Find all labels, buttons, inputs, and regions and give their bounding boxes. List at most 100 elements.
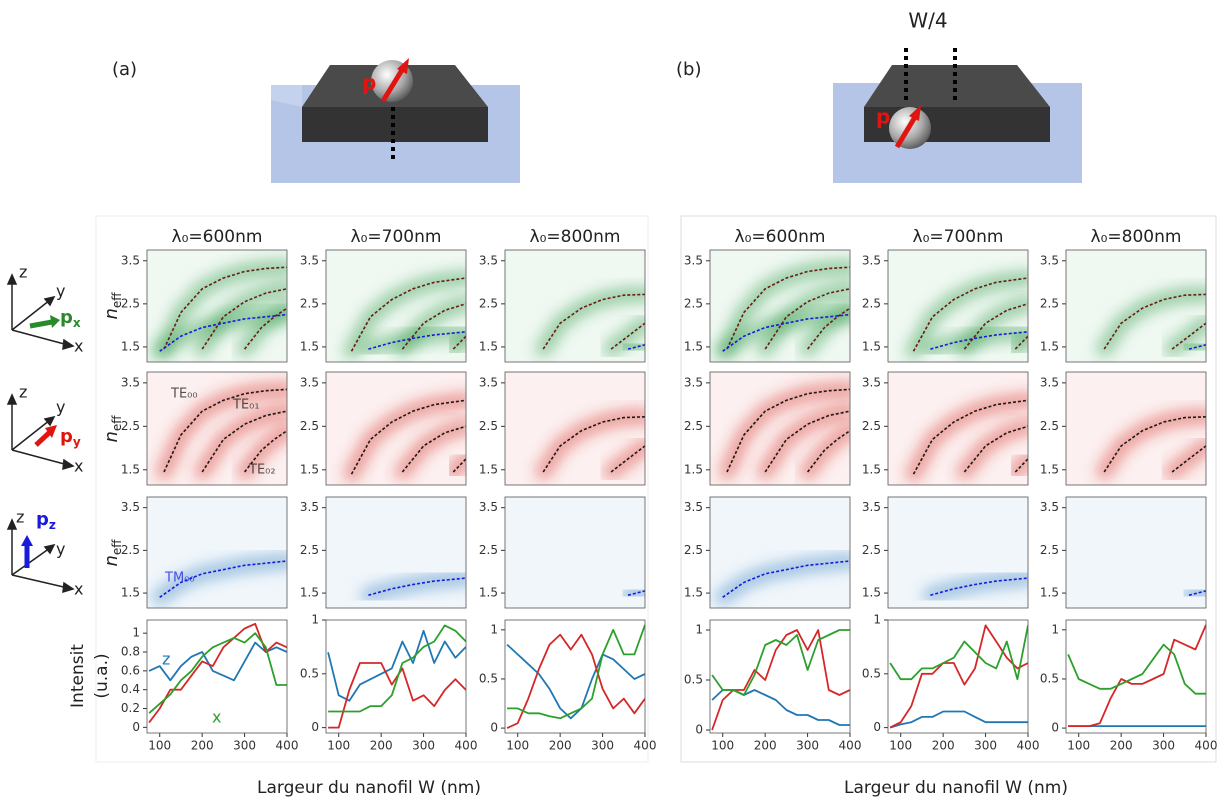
y-tick-label: 2.5 [479, 543, 498, 557]
mode-label: TE₀₂ [248, 463, 276, 478]
series-line [889, 624, 1028, 729]
mode-curve [610, 322, 645, 350]
heatmap-area [360, 570, 466, 604]
dipole-label: p [362, 71, 376, 95]
y-tick-label: 3.5 [862, 500, 881, 514]
x-tick-label: 100 [711, 739, 734, 753]
y-tick-label: 1.5 [1040, 339, 1059, 353]
heatmap-area [343, 392, 466, 483]
panel: 1.5 2.5 3.5 [1040, 371, 1207, 486]
y-tick-label: 0 [132, 720, 140, 734]
plot-frame [887, 496, 1029, 609]
axis-letter: x [74, 580, 83, 599]
y-tick-label: 2.5 [684, 543, 703, 557]
plot-frame [1065, 371, 1207, 486]
mode-label: TE₀₁ [232, 398, 260, 413]
axis-letter: z [19, 263, 27, 282]
plot-frame [887, 371, 1029, 486]
heatmap-area [1096, 286, 1206, 358]
series-line [148, 632, 287, 714]
x-tick-label: 300 [412, 739, 435, 753]
series-line [507, 624, 645, 720]
y-tick-label: 2.5 [684, 419, 703, 433]
y-tick-label: 2.5 [1040, 296, 1059, 310]
plot-area [506, 624, 645, 729]
column-title: λ₀=800nm [1091, 227, 1182, 247]
y-tick-label: 3.5 [121, 253, 140, 267]
x-tick-label: 100 [889, 739, 912, 753]
axis-letter: x [74, 457, 83, 476]
axis-letter: y [56, 398, 65, 417]
panel: λ₀=700nm 1.5 2.5 3.5 [862, 227, 1029, 363]
series-line [506, 643, 645, 720]
y-tick-label: 0 [1051, 721, 1059, 735]
plot-frame [146, 496, 288, 609]
plot-background [147, 620, 287, 733]
y-tick-label: 1 [873, 613, 881, 627]
mode-curve [912, 277, 1028, 352]
plot-frame [325, 496, 467, 609]
panel: λ₀=600nm 1.5 2.5 3.5 [684, 227, 851, 363]
plot-frame [504, 371, 646, 486]
plot-frame [1065, 249, 1207, 363]
icon-py [6, 393, 75, 471]
y-tick-label: 2.5 [121, 543, 140, 557]
y-tick-label: 1.5 [1040, 462, 1059, 476]
x-tick-label: 200 [191, 739, 214, 753]
y-tick-label: 3.5 [300, 375, 319, 389]
x-tick-label: 400 [276, 739, 299, 753]
mode-curve [627, 590, 645, 596]
y-tick-label: 0.5 [479, 671, 498, 685]
series-line [148, 641, 287, 682]
y-tick-label: 3.5 [684, 500, 703, 514]
y-tick-label: 3.5 [684, 253, 703, 267]
x-tick-label: 200 [549, 739, 572, 753]
y-tick-label: 1.5 [862, 462, 881, 476]
mode-curve [1014, 458, 1028, 473]
y-tick-label: 3.5 [121, 500, 140, 514]
y-tick-label: 1 [132, 626, 140, 640]
y-tick-label: 0.8 [121, 645, 140, 659]
series-label: z [162, 650, 170, 669]
axis-letter: y [56, 540, 65, 559]
mode-curve [726, 388, 850, 473]
y-tick-label: 0 [311, 720, 319, 734]
dipole-label: p [876, 105, 890, 129]
heatmap-area [151, 259, 287, 360]
mode-curve [159, 313, 287, 352]
panel: 1.5 2.5 3.5 [684, 496, 851, 609]
y-tick-label: 3.5 [1040, 500, 1059, 514]
dipole-label: pz [36, 509, 56, 532]
y-tick-label: 1.5 [479, 462, 498, 476]
x-tick-label: 200 [754, 739, 777, 753]
dipole-symbol: p [60, 426, 73, 447]
dipole-symbol: p [60, 307, 73, 328]
panel: TM₀₀ 1.5 2.5 3.5 [121, 496, 288, 609]
y-tick-label: 2.5 [300, 543, 319, 557]
plot-frame [504, 249, 646, 363]
y-tick-label: 3.5 [121, 375, 140, 389]
y-tick-label: 3.5 [479, 500, 498, 514]
y-tick-label: 1 [311, 613, 319, 627]
mode-curve [201, 288, 287, 350]
dipole-symbol: p [36, 509, 49, 530]
y-tick-label: 1 [1051, 622, 1059, 636]
panel: 100 200 300 400 0 0.5 1 [862, 613, 1040, 753]
y-tick-label: 2.5 [479, 296, 498, 310]
plot-area [711, 629, 850, 731]
mode-label: TM₀₀ [164, 571, 195, 586]
mode-curve [963, 303, 1028, 350]
x-tick-label: 300 [591, 739, 614, 753]
y-label-symbol: n [101, 431, 122, 442]
dipole-index: x [73, 316, 81, 330]
y-tick-label: 1.5 [862, 586, 881, 600]
panel: λ₀=700nm 1.5 2.5 3.5 [300, 227, 467, 363]
mode-curve [722, 560, 850, 598]
schematic-b: p [833, 48, 1082, 183]
dipole-index: y [73, 435, 81, 449]
panel: 100 200 300 400 0 0.5 1 [1040, 619, 1217, 753]
mode-curve [401, 425, 466, 473]
y-tick-label: 2.5 [862, 543, 881, 557]
heatmap-background [505, 497, 645, 608]
y-tick-label: 2.5 [121, 419, 140, 433]
